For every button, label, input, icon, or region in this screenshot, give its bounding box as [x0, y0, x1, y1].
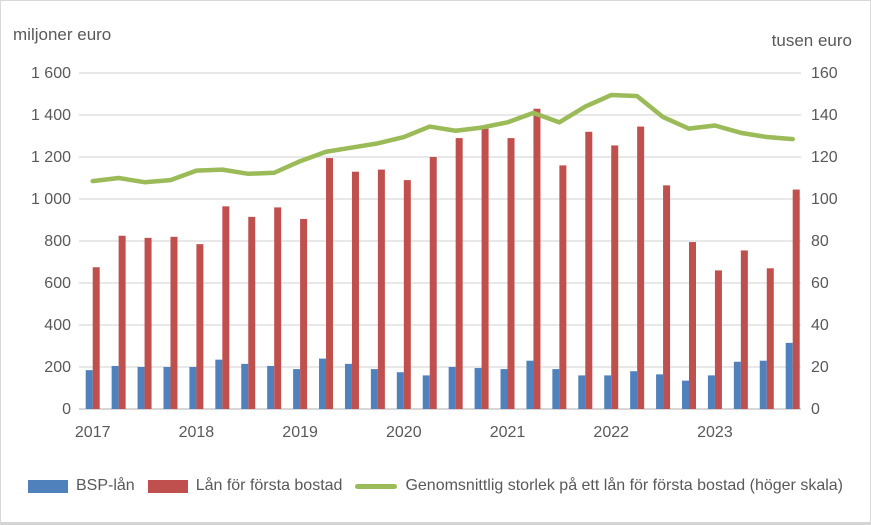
right-axis-tick-label: 40: [811, 317, 829, 334]
right-axis-tick-label: 20: [811, 359, 829, 376]
left-axis-title: miljoner euro: [13, 25, 112, 44]
bar-bsp-lan: [681, 380, 689, 409]
bar-lan-forsta-bostad: [559, 165, 567, 409]
bar-lan-forsta-bostad: [429, 157, 437, 409]
bar-bsp-lan: [604, 375, 612, 409]
x-axis-year-label: 2020: [386, 424, 422, 441]
left-axis-tick-label: 400: [44, 317, 71, 334]
bar-bsp-lan: [526, 360, 534, 409]
bar-lan-forsta-bostad: [326, 158, 334, 409]
bar-lan-forsta-bostad: [300, 218, 308, 409]
bar-bsp-lan: [500, 369, 508, 409]
left-axis-tick-label: 0: [62, 401, 71, 418]
right-axis-tick-label: 140: [811, 107, 838, 124]
bar-bsp-lan: [293, 369, 301, 409]
bar-bsp-lan: [85, 370, 93, 409]
bar-lan-forsta-bostad: [688, 242, 696, 409]
bar-lan-forsta-bostad: [377, 169, 385, 409]
bar-lan-forsta-bostad: [585, 131, 593, 410]
bar-lan-forsta-bostad: [92, 267, 100, 409]
bar-bsp-lan: [759, 360, 767, 409]
bar-bsp-lan: [396, 372, 404, 409]
bar-lan-forsta-bostad: [792, 189, 800, 409]
bar-bsp-lan: [474, 368, 482, 409]
bar-bsp-lan: [215, 359, 223, 409]
left-axis-tick-label: 1 000: [31, 191, 71, 208]
bar-lan-forsta-bostad: [455, 138, 463, 409]
legend-label-first-home: Lån för första bostad: [195, 477, 343, 494]
right-axis-tick-label: 160: [811, 65, 838, 82]
bar-bsp-lan: [319, 358, 327, 409]
bar-lan-forsta-bostad: [740, 250, 748, 409]
bar-bsp-lan: [189, 367, 197, 409]
bar-bsp-lan: [630, 371, 638, 409]
legend-label-avg-size: Genomsnittlig storlek på ett lån för för…: [405, 477, 843, 494]
bar-bsp-lan: [111, 365, 119, 409]
bar-lan-forsta-bostad: [274, 207, 282, 409]
x-axis-year-label: 2019: [282, 424, 318, 441]
bar-lan-forsta-bostad: [766, 268, 774, 409]
bar-bsp-lan: [656, 374, 664, 409]
right-axis-tick-label: 60: [811, 275, 829, 292]
bar-lan-forsta-bostad: [144, 237, 152, 409]
bar-lan-forsta-bostad: [481, 128, 489, 409]
right-axis-tick-label: 100: [811, 191, 838, 208]
bar-bsp-lan: [552, 369, 560, 409]
x-axis-year-label: 2022: [593, 424, 629, 441]
bsp-swatch: [27, 479, 68, 493]
avg-size-line-swatch: [355, 483, 398, 489]
legend-item-avg-size: Genomsnittlig storlek på ett lån för för…: [355, 477, 843, 495]
bar-bsp-lan: [707, 375, 715, 409]
legend-item-bsp: BSP-lån: [27, 477, 135, 495]
bar-bsp-lan: [733, 361, 741, 409]
bar-bsp-lan: [578, 375, 586, 409]
combo-chart: 0 0 200 20 400 40 600 60 800 80 1 000 100 1 200 120 1 …: [31, 65, 838, 441]
x-axis-year-label: 2017: [75, 424, 111, 441]
first-home-swatch: [147, 479, 188, 493]
bar-lan-forsta-bostad: [351, 171, 359, 409]
x-axis-year-label: 2018: [179, 424, 215, 441]
bar-lan-forsta-bostad: [196, 244, 204, 409]
bar-lan-forsta-bostad: [507, 138, 515, 409]
bar-bsp-lan: [163, 367, 171, 409]
bar-lan-forsta-bostad: [118, 235, 126, 409]
bar-lan-forsta-bostad: [222, 206, 230, 409]
bar-bsp-lan: [422, 375, 430, 409]
bar-lan-forsta-bostad: [248, 216, 256, 409]
left-axis-tick-label: 200: [44, 359, 71, 376]
legend-label-bsp: BSP-lån: [75, 477, 135, 494]
left-axis-tick-label: 600: [44, 275, 71, 292]
left-axis-tick-label: 1 600: [31, 65, 71, 82]
chart-legend: BSP-lån Lån för första bostad Genomsnitt…: [1, 477, 870, 495]
left-axis-tick-label: 1 400: [31, 107, 71, 124]
bar-lan-forsta-bostad: [637, 126, 645, 410]
bar-bsp-lan: [241, 363, 249, 409]
left-axis-tick-label: 1 200: [31, 149, 71, 166]
bar-lan-forsta-bostad: [611, 145, 619, 409]
right-axis-tick-label: 80: [811, 233, 829, 250]
right-axis-title: tusen euro: [771, 31, 852, 50]
bar-bsp-lan: [785, 342, 793, 409]
left-axis-tick-label: 800: [44, 233, 71, 250]
avg-loan-size-line: [90, 92, 795, 185]
right-axis-tick-label: 120: [811, 149, 838, 166]
bar-lan-forsta-bostad: [663, 185, 671, 409]
bar-lan-forsta-bostad: [170, 236, 178, 409]
x-axis-year-label: 2023: [697, 424, 733, 441]
x-axis-year-label: 2021: [490, 424, 526, 441]
bar-bsp-lan: [267, 365, 275, 409]
bar-bsp-lan: [137, 367, 145, 409]
bar-bsp-lan: [370, 369, 378, 409]
legend-item-first-home: Lån för första bostad: [147, 477, 343, 495]
bar-bsp-lan: [344, 363, 352, 409]
bar-bsp-lan: [448, 367, 456, 409]
right-axis-tick-label: 0: [811, 401, 820, 418]
bar-lan-forsta-bostad: [403, 180, 411, 409]
bar-lan-forsta-bostad: [533, 108, 541, 409]
bar-lan-forsta-bostad: [714, 270, 722, 409]
